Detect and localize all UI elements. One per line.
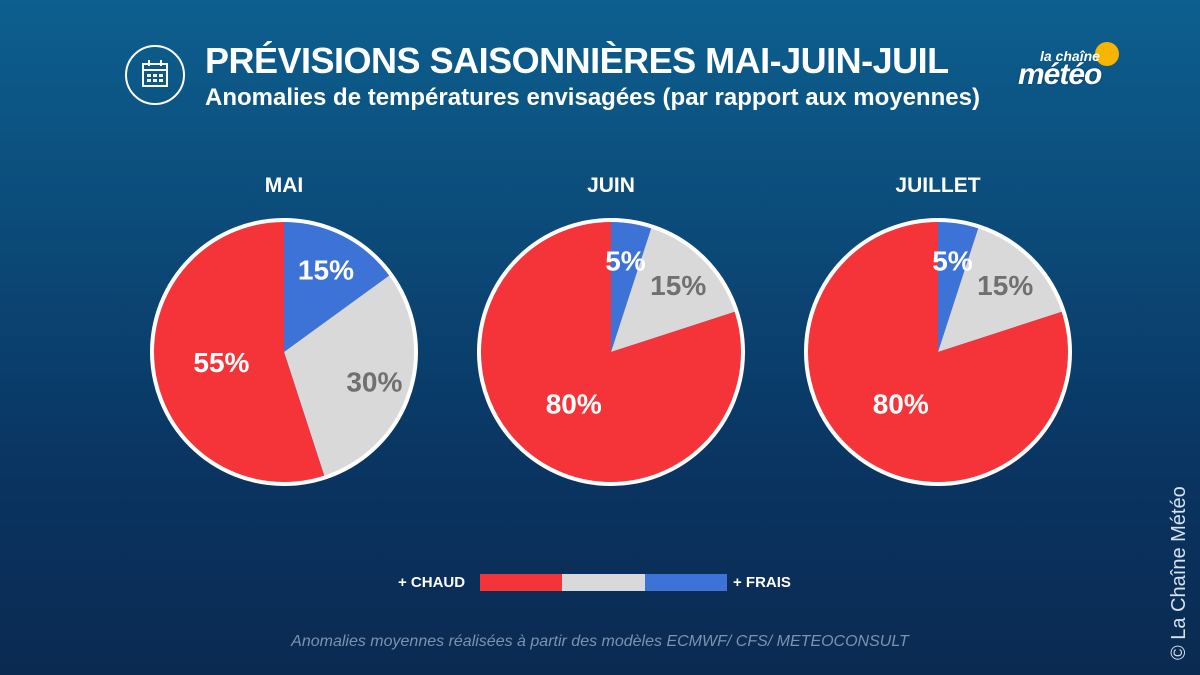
legend-swatch-normal	[562, 574, 645, 591]
pie-label-juillet-normal: 15%	[977, 270, 1033, 301]
legend-chaud-label: + CHAUD	[398, 574, 466, 591]
legend: + CHAUD + FRAIS	[0, 572, 1200, 594]
sun-icon	[1095, 42, 1119, 66]
pie-outline-1	[150, 218, 418, 486]
logo-big-text: météo	[1018, 58, 1102, 91]
legend-color-bar	[480, 574, 727, 591]
pie-slice-juillet-normal	[938, 226, 1064, 352]
logo-small-text: la chaîne	[1040, 48, 1100, 64]
footnote: Anomalies moyennes réalisées à partir de…	[291, 633, 909, 650]
pie-outline-3	[804, 218, 1072, 486]
legend-frais-label: + FRAIS	[733, 574, 791, 591]
pie-title-3: JUILLET	[895, 174, 980, 197]
pie-outline-2	[477, 218, 745, 486]
la-chaine-meteo-logo: la chaîne météo	[1010, 38, 1125, 98]
pie-title-2: JUIN	[587, 174, 635, 197]
legend-swatch-frais	[644, 574, 727, 591]
calendar-icon	[125, 45, 185, 105]
pie-label-juin-chaud: 80%	[546, 388, 602, 419]
pie-label-juillet-chaud: 80%	[873, 388, 929, 419]
copyright: © La Chaîne Météo	[1168, 486, 1190, 660]
pie-slice-mai-chaud	[151, 220, 325, 485]
pie-title-1: MAI	[265, 174, 304, 197]
pie-label-juillet-frais: 5%	[932, 246, 973, 277]
pie-slice-mai-frais	[284, 220, 391, 352]
page-subtitle: Anomalies de températures envisagées (pa…	[205, 84, 980, 111]
page-title: PRÉVISIONS SAISONNIÈRES MAI-JUIN-JUIL	[205, 40, 949, 81]
pie-slice-juin-normal	[611, 226, 737, 352]
pie-slice-juillet-chaud	[806, 220, 1070, 484]
pie-label-juin-frais: 5%	[605, 246, 646, 277]
pie-slice-mai-normal	[284, 274, 416, 478]
pie-slice-juin-chaud	[479, 220, 744, 484]
pie-label-mai-chaud: 55%	[193, 347, 249, 378]
pie-slice-juillet-frais	[938, 220, 979, 352]
pie-label-mai-frais: 15%	[298, 255, 354, 286]
pie-label-mai-normal: 30%	[346, 366, 402, 397]
pie-slice-juin-frais	[611, 220, 652, 352]
pie-label-juin-normal: 15%	[650, 270, 706, 301]
legend-swatch-chaud	[480, 574, 563, 591]
